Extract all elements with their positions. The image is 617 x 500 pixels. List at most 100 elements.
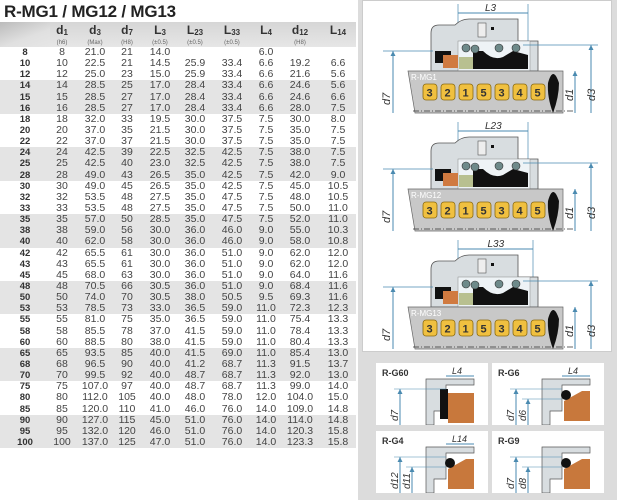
value-cell: 42.0 — [289, 168, 311, 181]
o-ring — [511, 279, 521, 289]
value-cell: 85.5 — [84, 324, 106, 337]
value-cell: 17.0 — [149, 101, 171, 114]
value-cell: 28.0 — [289, 101, 311, 114]
arrow-head — [588, 281, 594, 286]
value-cell: 30.5 — [149, 291, 171, 304]
rotation-cone — [547, 310, 559, 349]
diagram-column: L3 R-MG1 3 2 1 5 3 4 5 d7 d1 d3 L23 R-MG12 3 2 1 5 3 4 5 d7 d… — [358, 0, 617, 500]
length-label: L23 — [485, 121, 502, 132]
seat-ring — [448, 393, 474, 423]
seat-model-label: R-G4 — [382, 436, 404, 446]
value-cell: 7.5 — [258, 179, 274, 192]
size-cell: 75 — [19, 381, 31, 393]
value-cell: 132.0 — [81, 424, 109, 437]
part-number-chip — [530, 319, 546, 337]
length-label: L3 — [485, 3, 497, 14]
arrow-head — [525, 399, 531, 404]
size-cell: 18 — [19, 113, 31, 125]
value-cell: 59.0 — [84, 224, 106, 237]
table-row: 90 90 127.0 115 45.0 51.0 76.0 14.0 114.0 14.8 — [0, 414, 356, 426]
value-cell: 24 — [56, 146, 68, 159]
value-cell: 32.5 — [184, 146, 206, 159]
o-ring — [470, 44, 480, 54]
value-cell: 104.0 — [286, 391, 314, 404]
o-ring — [494, 161, 504, 171]
value-cell: 70 — [56, 369, 68, 382]
value-cell: 35.0 — [184, 179, 206, 192]
header-corner — [0, 22, 50, 47]
size-cell: 48 — [19, 280, 31, 292]
value-cell: 42.5 — [84, 157, 106, 170]
size-cell: 80 — [19, 392, 31, 404]
gland-housing — [541, 378, 591, 425]
part-number: 3 — [427, 206, 433, 218]
value-cell: 25 — [121, 79, 133, 92]
value-cell: 8 — [59, 46, 65, 58]
seat-ring — [443, 291, 458, 304]
table-row: 12 12 25.0 23 15.0 25.9 33.4 6.6 21.6 5.6 — [0, 68, 356, 81]
gland-housing — [425, 378, 475, 425]
value-cell: 28.5 — [149, 213, 171, 226]
value-cell: 40.0 — [149, 391, 171, 404]
value-cell: 28.5 — [84, 101, 106, 114]
value-cell: 15.0 — [149, 68, 171, 81]
part-number: 5 — [481, 88, 487, 100]
value-cell: 53.5 — [84, 190, 106, 203]
value-cell: 36.5 — [184, 313, 206, 326]
value-cell: 11.0 — [256, 313, 276, 326]
value-cell: 33.4 — [221, 90, 243, 103]
arrow-head — [409, 467, 415, 472]
value-cell: 53.5 — [84, 201, 106, 214]
value-cell: 68.4 — [289, 279, 311, 292]
value-cell: 110 — [118, 402, 136, 415]
dimension-table: d1 (h6) d3 (Max) d7 (H8) L3 (±0.5) L23 (±0.5) L33 (… — [0, 22, 356, 449]
value-cell: 38 — [56, 224, 68, 237]
value-cell: 74.0 — [84, 291, 106, 304]
value-cell: 5.6 — [330, 79, 346, 92]
value-cell: 40.0 — [149, 380, 171, 393]
table-row: 18 18 32.0 33 19.5 30.0 37.5 7.5 30.0 8.0 — [0, 112, 356, 125]
part-number-chip — [458, 201, 474, 219]
value-cell: 97 — [121, 380, 133, 393]
table-row: 16 16 28.5 27 17.0 28.4 33.4 6.6 28.0 7.5 — [0, 101, 356, 114]
value-cell: 78 — [121, 324, 133, 337]
o-ring — [494, 279, 504, 289]
value-cell: 50 — [56, 291, 68, 304]
model-label: R-MG13 — [411, 309, 442, 318]
value-cell: 63 — [121, 268, 133, 281]
value-cell: 9.5 — [258, 291, 274, 304]
size-cell: 32 — [19, 191, 31, 203]
value-cell: 96.5 — [84, 357, 106, 370]
part-number: 5 — [535, 206, 541, 218]
value-cell: 120 — [118, 424, 136, 437]
value-cell: 14.5 — [149, 57, 171, 70]
value-cell: 37.0 — [84, 135, 106, 148]
value-cell: 55.0 — [289, 224, 311, 237]
column-header: d3 (Max) — [75, 24, 115, 47]
value-cell: 11.3 — [256, 369, 276, 382]
part-number-chip — [440, 83, 456, 101]
value-cell: 36.0 — [184, 246, 206, 259]
dimension-label: d7 — [506, 409, 517, 421]
o-ring — [461, 161, 471, 171]
value-cell: 7.5 — [258, 213, 274, 226]
part-number-chip — [476, 201, 492, 219]
d3-label: d3 — [586, 324, 598, 337]
value-cell: 56 — [121, 224, 133, 237]
part-number: 1 — [463, 206, 469, 218]
length-label: L4 — [568, 366, 578, 376]
size-cell: 14 — [19, 80, 31, 92]
value-cell: 78.5 — [84, 302, 106, 315]
value-cell: 49.0 — [84, 168, 106, 181]
value-cell: 52.0 — [289, 213, 311, 226]
value-cell: 42.5 — [221, 168, 243, 181]
value-cell: 100 — [53, 435, 71, 448]
value-cell: 30.0 — [289, 112, 311, 125]
value-cell: 36.0 — [184, 235, 206, 248]
seat-r-g6: R-G6 L4 d7 d6 — [492, 363, 604, 425]
value-cell: 42 — [56, 246, 68, 259]
part-number-chip — [494, 83, 510, 101]
column-tolerance: (H8) — [121, 40, 133, 46]
part-number: 5 — [481, 324, 487, 336]
value-cell: 33.4 — [221, 57, 243, 70]
